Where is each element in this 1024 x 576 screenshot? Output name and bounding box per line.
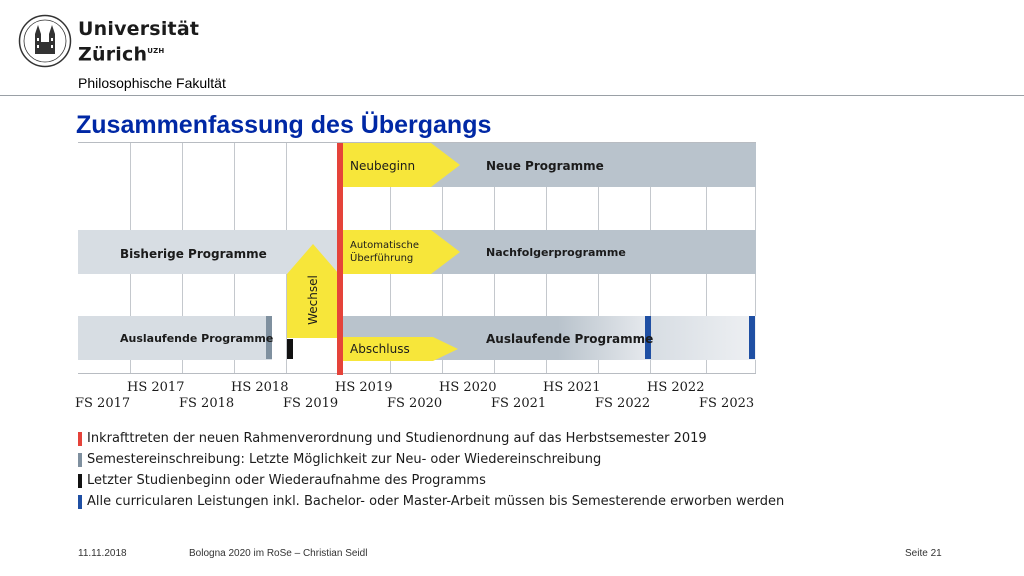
footer-presentation-title: Bologna 2020 im RoSe – Christian Seidl	[189, 548, 368, 559]
legend-item: Inkrafttreten der neuen Rahmenverordnung…	[78, 428, 784, 449]
semester-label-hs: HS 2021	[543, 380, 601, 395]
semester-label-hs: HS 2020	[439, 380, 497, 395]
auslaufende-left-label: Auslaufende Programme	[120, 332, 274, 345]
transition-diagram: Neubeginn Neue Programme Bisherige Progr…	[78, 142, 756, 375]
automatische-ueberfuehrung-label: Automatische Überführung	[350, 239, 419, 265]
black-marker-last-start	[287, 339, 293, 359]
semester-label-fs: FS 2023	[699, 396, 755, 411]
bisherige-programme-label: Bisherige Programme	[120, 247, 267, 261]
legend-swatch-blue	[78, 494, 82, 509]
university-name-line2: Zürich	[78, 43, 148, 66]
automatische-ueberfuehrung-arrow	[343, 230, 460, 274]
legend-text: Alle curricularen Leistungen inkl. Bache…	[87, 494, 785, 509]
grey-marker-last-enrolment	[266, 316, 272, 359]
semester-label-hs: HS 2018	[231, 380, 289, 395]
semester-label-hs: HS 2017	[127, 380, 185, 395]
auslaufende-left-band	[78, 316, 272, 360]
wechsel-label: Wechsel	[306, 275, 320, 325]
semester-label-fs: FS 2021	[491, 396, 547, 411]
blue-marker-completion	[749, 316, 755, 359]
university-abbrev: UZH	[147, 47, 165, 55]
neubeginn-arrow	[343, 143, 460, 187]
auslaufende-right-label: Auslaufende Programme	[486, 332, 654, 346]
university-name: Universität ZürichUZH	[78, 18, 199, 65]
legend-swatch-black	[78, 473, 82, 488]
legend-text: Inkrafttreten der neuen Rahmenverordnung…	[87, 431, 707, 446]
semester-label-fs: FS 2019	[283, 396, 339, 411]
legend-item: Semestereinschreibung: Letzte Möglichkei…	[78, 449, 784, 470]
neubeginn-label: Neubeginn	[350, 159, 416, 173]
legend-item: Letzter Studienbeginn oder Wiederaufnahm…	[78, 470, 784, 491]
semester-label-hs: HS 2019	[335, 380, 393, 395]
header-divider	[0, 95, 1024, 96]
automatische-label-line2: Überführung	[350, 253, 414, 264]
auslaufende-tail-band	[650, 316, 756, 360]
semester-label-fs: FS 2018	[179, 396, 235, 411]
automatische-label-line1: Automatische	[350, 240, 419, 251]
slide-title: Zusammenfassung des Übergangs	[76, 111, 492, 139]
nachfolgerprogramme-label: Nachfolgerprogramme	[486, 246, 626, 259]
semester-label-hs: HS 2022	[647, 380, 705, 395]
legend: Inkrafttreten der neuen Rahmenverordnung…	[78, 428, 784, 512]
abschluss-arrow	[343, 337, 458, 361]
legend-swatch-grey	[78, 452, 82, 467]
footer-page-number: Seite 21	[905, 548, 942, 559]
university-name-line1: Universität	[78, 18, 200, 40]
abschluss-label: Abschluss	[350, 342, 410, 356]
semester-label-fs: FS 2022	[595, 396, 651, 411]
university-seal-logo	[18, 14, 72, 68]
semester-label-fs: FS 2020	[387, 396, 443, 411]
faculty-name: Philosophische Fakultät	[78, 75, 226, 91]
semester-label-fs: FS 2017	[75, 396, 131, 411]
legend-item: Alle curricularen Leistungen inkl. Bache…	[78, 491, 784, 512]
neue-programme-label: Neue Programme	[486, 159, 604, 173]
red-line-start-hs2019	[337, 143, 343, 375]
legend-swatch-red	[78, 431, 82, 446]
wechsel-arrow	[287, 244, 339, 338]
legend-text: Letzter Studienbeginn oder Wiederaufnahm…	[87, 473, 486, 488]
footer-date: 11.11.2018	[78, 548, 127, 559]
blue-marker-completion	[645, 316, 651, 359]
legend-text: Semestereinschreibung: Letzte Möglichkei…	[87, 452, 602, 467]
